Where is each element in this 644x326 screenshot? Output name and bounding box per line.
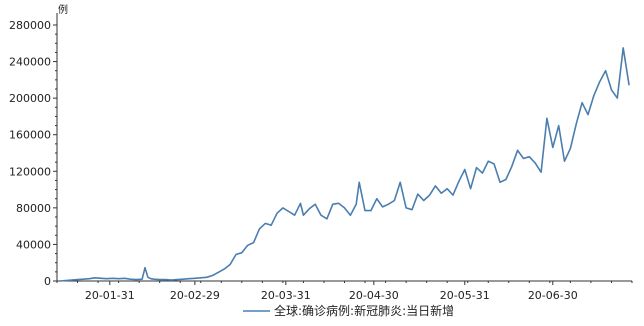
x-tick-label: 20-03-31 — [261, 289, 311, 302]
x-tick-label: 20-06-30 — [528, 289, 578, 302]
y-tick-label: 160000 — [9, 129, 51, 142]
x-axis: 20-01-31 20-02-29 20-03-31 20-04-30 20-05-31… — [56, 280, 633, 302]
x-tick-label: 20-02-29 — [170, 289, 220, 302]
y-tick-label: 200000 — [9, 92, 51, 105]
x-tick-label: 20-05-31 — [440, 289, 490, 302]
y-tick-label: 0 — [44, 275, 51, 288]
x-tick-label: 20-01-31 — [85, 289, 135, 302]
y-tick-label: 240000 — [9, 56, 51, 69]
y-axis-unit: 例 — [58, 3, 68, 16]
y-tick-label: 280000 — [9, 19, 51, 32]
series-layer — [59, 47, 630, 282]
y-tick-label: 80000 — [16, 202, 51, 215]
y-axis: 0 40000 80000 120000 160000 200000 240000 28000… — [9, 3, 68, 288]
legend-entry: 全球:确诊病例:新冠肺炎:当日新增 — [274, 303, 454, 318]
legend: 全球:确诊病例:新冠肺炎:当日新增 — [243, 303, 454, 318]
y-tick-label: 120000 — [9, 165, 51, 178]
x-tick-label: 20-04-30 — [349, 289, 399, 302]
y-tick-label: 40000 — [16, 238, 51, 251]
series-line-0 — [59, 47, 630, 282]
